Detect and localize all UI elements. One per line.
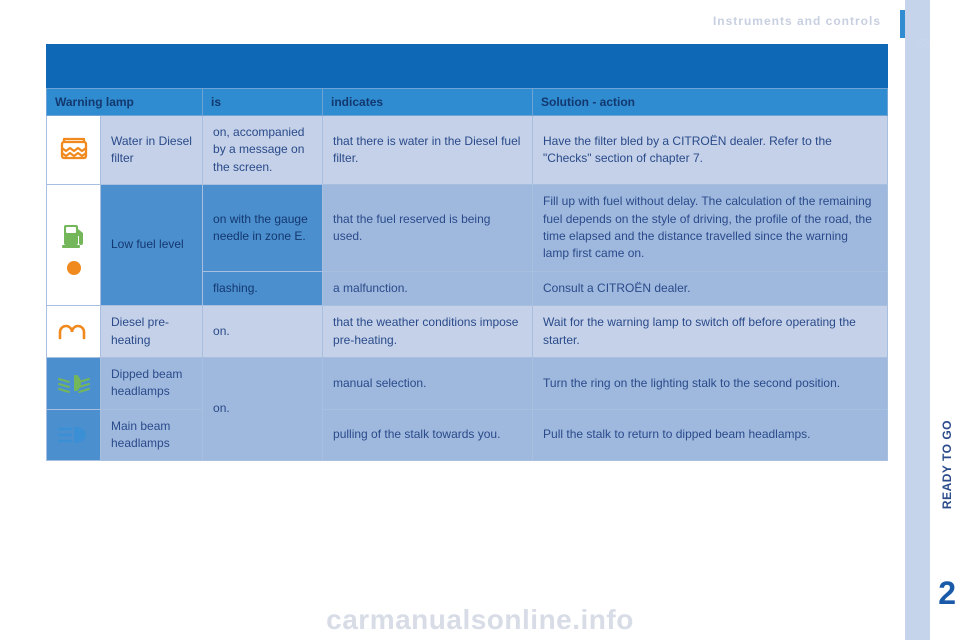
lamp-name: Dipped beam headlamps — [101, 357, 203, 409]
solution-cell: Have the filter bled by a CITROËN dealer… — [533, 116, 888, 185]
col-is: is — [203, 89, 323, 116]
table-row: Main beam headlamps pulling of the stalk… — [47, 409, 888, 461]
warning-lamp-table-container: Warning lamp is indicates Solution - act… — [46, 44, 888, 461]
indicates-cell: that the weather conditions impose pre-h… — [323, 306, 533, 358]
solution-cell: Fill up with fuel without delay. The cal… — [533, 185, 888, 272]
coil-icon — [54, 312, 94, 352]
indicates-cell: that there is water in the Diesel fuel f… — [323, 116, 533, 185]
solution-cell: Pull the stalk to return to dipped beam … — [533, 409, 888, 461]
is-cell: on, accompanied by a message on the scre… — [203, 116, 323, 185]
lamp-name: Low fuel level — [101, 185, 203, 306]
indicates-cell: a malfunction. — [323, 271, 533, 305]
table-row: Water in Diesel filter on, accompanied b… — [47, 116, 888, 185]
indicates-cell: pulling of the stalk towards you. — [323, 409, 533, 461]
icon-cell — [47, 357, 101, 409]
solution-cell: Consult a CITROËN dealer. — [533, 271, 888, 305]
lamp-name: Main beam headlamps — [101, 409, 203, 461]
table-header-row: Warning lamp is indicates Solution - act… — [47, 89, 888, 116]
is-cell: on. — [203, 357, 323, 461]
main-beam-icon — [54, 415, 94, 455]
section-title: Instruments and controls — [0, 14, 905, 28]
col-indicates: indicates — [323, 89, 533, 116]
indicates-cell: that the fuel reserved is being used. — [323, 185, 533, 272]
icon-cell — [47, 116, 101, 185]
table-row: Low fuel level on with the gauge needle … — [47, 185, 888, 272]
col-solution: Solution - action — [533, 89, 888, 116]
page-number-top: 33 — [917, 36, 930, 50]
table-row: Dipped beam headlamps on. manual selecti… — [47, 357, 888, 409]
lamp-name: Water in Diesel filter — [101, 116, 203, 185]
solution-cell: Turn the ring on the lighting stalk to t… — [533, 357, 888, 409]
icon-cell — [47, 409, 101, 461]
fuel-pump-icon — [54, 215, 94, 255]
watermark: carmanualsonline.info — [0, 604, 960, 636]
is-cell: on. — [203, 306, 323, 358]
side-label: READY TO GO — [940, 420, 954, 509]
icon-cell — [47, 185, 101, 306]
lamp-name: Diesel pre-heating — [101, 306, 203, 358]
icon-cell — [47, 306, 101, 358]
water-in-diesel-icon — [54, 130, 94, 170]
is-cell: on with the gauge needle in zone E. — [203, 185, 323, 272]
col-lamp: Warning lamp — [47, 89, 203, 116]
is-cell: flashing. — [203, 271, 323, 305]
warning-lamp-table: Warning lamp is indicates Solution - act… — [46, 88, 888, 461]
indicates-cell: manual selection. — [323, 357, 533, 409]
solution-cell: Wait for the warning lamp to switch off … — [533, 306, 888, 358]
orange-dot-icon — [67, 261, 81, 275]
table-row: Diesel pre-heating on. that the weather … — [47, 306, 888, 358]
dipped-beam-icon — [54, 363, 94, 403]
